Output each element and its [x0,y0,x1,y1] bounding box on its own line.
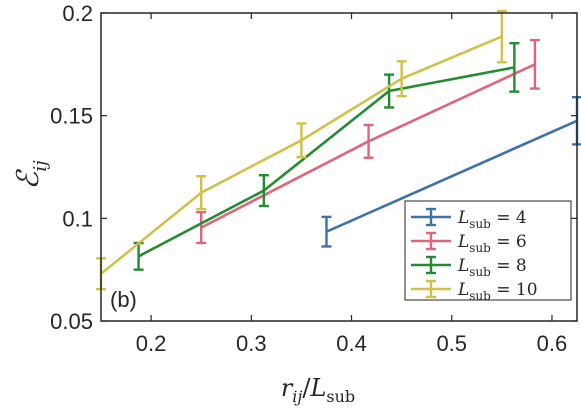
legend-entry: Lsub = 6 [411,231,527,255]
error-bar [363,123,374,159]
y-tick-label: 0.1 [62,206,93,231]
plot-frame [100,12,578,322]
legend-entry: Lsub = 8 [411,255,527,279]
error-bar [396,60,407,98]
x-tick-label: 0.4 [336,331,367,356]
y-tick-label: 0.2 [62,1,93,26]
panel-label: (b) [110,287,137,312]
error-bar [496,9,507,64]
x-axis-label: rij/Lsub [281,374,355,406]
error-bar [258,174,269,208]
error-bar [384,73,395,109]
error-bar [509,41,520,93]
error-bar [196,210,207,245]
error-bar [321,215,332,248]
error-bar [296,122,307,159]
y-axis-label: ℰij [11,160,51,190]
legend-entry: Lsub = 4 [411,207,527,231]
x-tick-label: 0.6 [537,331,568,356]
y-tick-label: 0.05 [50,309,93,334]
series-line [137,66,515,258]
ticks-layer: 0.2 0.3 0.4 0.5 0.6 0.05 0.1 0.15 0.2 [50,1,577,356]
legend-label: Lsub = 10 [457,280,538,303]
series-2 [196,38,540,245]
x-tick-label: 0.5 [436,331,467,356]
legend-label: Lsub = 8 [457,256,527,279]
series-3 [133,41,520,271]
y-tick-label: 0.15 [50,104,93,129]
error-bar [529,38,540,90]
series-layer [96,9,581,291]
error-bar [196,175,207,211]
series-4 [96,9,507,291]
series-line [325,119,578,233]
legend-entry: Lsub = 10 [411,279,538,303]
x-tick-label: 0.3 [236,331,267,356]
legend-label: Lsub = 6 [457,232,527,255]
legend-label: Lsub = 4 [457,208,527,231]
x-tick-label: 0.2 [136,331,167,356]
